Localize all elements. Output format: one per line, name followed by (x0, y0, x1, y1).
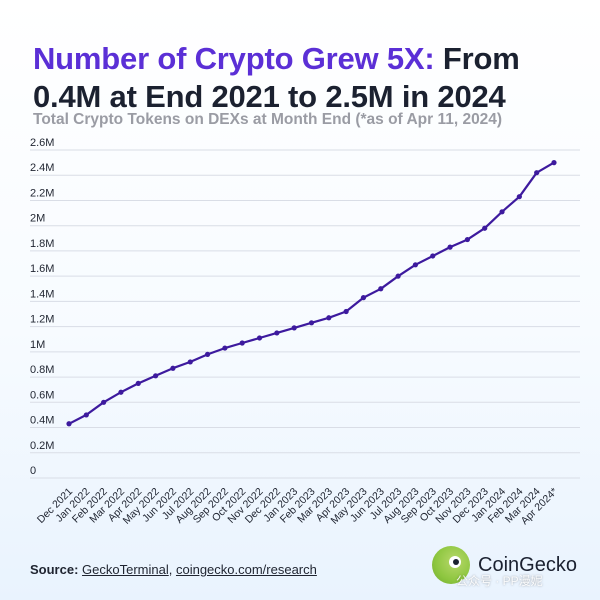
source-separator: , (168, 562, 176, 577)
data-point (326, 315, 332, 321)
data-point (66, 421, 72, 427)
y-tick-label: 0.8M (30, 364, 54, 376)
data-point (101, 399, 107, 405)
y-tick-label: 2.2M (30, 187, 54, 199)
y-tick-label: 0 (30, 465, 36, 477)
data-point (447, 244, 453, 250)
data-point (256, 335, 263, 341)
data-point (516, 194, 522, 200)
y-tick-label: 2.6M (30, 137, 54, 149)
series-line (68, 161, 555, 425)
data-point (551, 160, 557, 166)
y-tick-label: 1.2M (30, 314, 54, 326)
data-point (170, 365, 176, 371)
y-tick-label: 1.6M (30, 263, 54, 275)
data-point (534, 170, 540, 176)
title-highlight: Number of Crypto Grew 5X: (33, 41, 435, 76)
data-point (291, 325, 297, 331)
watermark: 公众号 · PP漫妮 (456, 574, 543, 588)
y-tick-label: 2.4M (30, 162, 54, 174)
y-tick-label: 0.2M (30, 440, 54, 452)
data-point (395, 273, 401, 279)
data-point (430, 253, 436, 259)
brand-logo-block: CoinGecko (432, 545, 577, 585)
data-point (118, 389, 124, 395)
data-point (308, 320, 315, 326)
y-tick-label: 1.4M (30, 288, 54, 300)
y-tick-label: 1M (30, 339, 45, 351)
title-rest: From 0.4M at End 2021 to 2.5M in 2024 (33, 41, 520, 114)
data-points (66, 160, 557, 427)
line-chart: 0 0.2M 0.4M 0.6M 0.8M 1M 1.2M 1.4M 1.6M 1.8M 2M 2.2… (30, 137, 580, 528)
source-label: Source: (30, 562, 79, 577)
data-point (153, 373, 159, 379)
data-point (343, 308, 349, 315)
data-point (239, 340, 245, 346)
data-point (378, 286, 384, 292)
y-tick-label: 1.8M (30, 238, 54, 250)
data-point (222, 345, 228, 351)
chart-subtitle: Total Crypto Tokens on DEXs at Month End… (33, 111, 503, 128)
data-point (412, 262, 419, 268)
gridlines (30, 149, 580, 479)
coingecko-logo-icon (432, 546, 470, 584)
data-point (482, 225, 488, 231)
y-tick-label: 0.4M (30, 415, 54, 427)
y-tick-label: 0.6M (30, 389, 54, 401)
data-point (83, 412, 89, 418)
data-point (499, 209, 505, 215)
source-note: Source: GeckoTerminal, coingecko.com/res… (30, 562, 317, 577)
source-link-geckoterminal[interactable]: GeckoTerminal (82, 562, 169, 577)
brand-name: CoinGecko (478, 553, 577, 576)
data-point (204, 351, 211, 357)
y-axis-ticks: 0 0.2M 0.4M 0.6M 0.8M 1M 1.2M 1.4M 1.6M 1.8M 2M 2.2… (30, 137, 54, 477)
data-point (187, 359, 193, 365)
chart-title: Number of Crypto Grew 5X: From 0.4M at E… (33, 40, 593, 116)
data-point (274, 330, 280, 336)
y-tick-label: 2M (30, 213, 45, 225)
data-point (135, 380, 141, 386)
data-point (464, 236, 470, 243)
data-point (360, 295, 367, 301)
source-link-coingecko-research[interactable]: coingecko.com/research (175, 562, 317, 577)
